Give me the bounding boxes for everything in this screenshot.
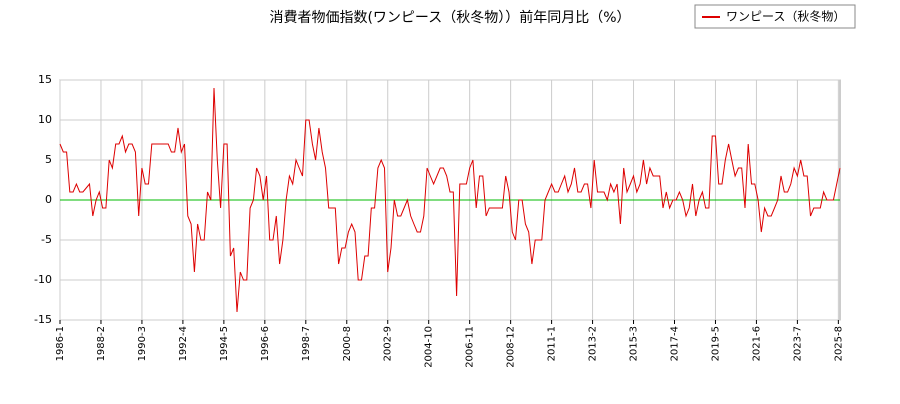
x-tick-label: 2011-1 [547, 326, 558, 361]
x-tick-label: 2004-10 [424, 326, 435, 368]
x-tick-label: 2008-12 [506, 326, 517, 368]
y-tick-label: 10 [38, 113, 52, 126]
x-tick-label: 2013-2 [588, 326, 599, 361]
x-tick-label: 1996-6 [260, 326, 271, 361]
y-tick-label: -15 [34, 313, 52, 326]
legend-label: ワンピース（秋冬物） [726, 9, 845, 24]
x-tick-label: 2025-8 [833, 326, 844, 361]
x-tick-label: 1986-1 [55, 326, 66, 361]
x-tick-label: 1990-3 [137, 326, 148, 361]
y-tick-label: 0 [45, 193, 52, 206]
x-tick-label: 1994-5 [219, 326, 230, 361]
chart-title: 消費者物価指数(ワンピース（秋冬物））前年同月比（%） [269, 9, 630, 26]
data-line [59, 87, 841, 313]
x-tick-label: 2002-9 [383, 326, 394, 361]
x-tick-label: 2015-3 [629, 326, 640, 361]
x-tick-label: 1992-4 [178, 326, 189, 361]
x-tick-label: 2023-7 [792, 326, 803, 361]
x-tick-label: 2021-6 [751, 326, 762, 361]
x-tick-label: 2006-11 [465, 326, 476, 368]
x-tick-label: 1988-2 [96, 326, 107, 361]
legend: ワンピース（秋冬物） [694, 4, 856, 29]
x-tick-label: 1998-7 [301, 326, 312, 361]
y-tick-label: -5 [41, 233, 52, 246]
x-tick-label: 2017-4 [669, 326, 680, 361]
y-tick-label: -10 [34, 273, 52, 286]
x-tick-label: 2000-8 [342, 326, 353, 361]
y-tick-label: 15 [38, 73, 52, 86]
y-tick-label: 5 [45, 153, 52, 166]
legend-box [694, 4, 856, 29]
x-tick-label: 2019-5 [710, 326, 721, 361]
